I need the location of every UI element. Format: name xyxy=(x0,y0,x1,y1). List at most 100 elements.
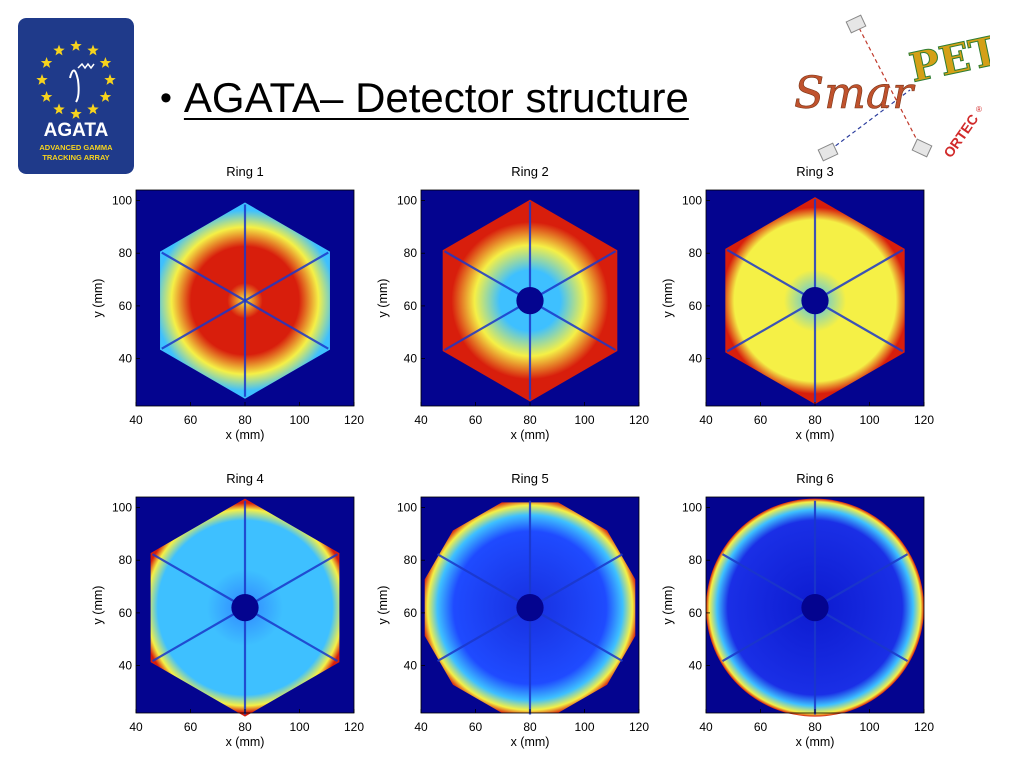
detector-icon xyxy=(845,14,867,34)
y-tick-label: 100 xyxy=(397,194,417,208)
agata-logo-background xyxy=(18,18,134,174)
y-tick-label: 60 xyxy=(689,606,703,620)
ortec-registered-mark: ® xyxy=(976,105,982,114)
segment-boundary-line xyxy=(726,248,816,302)
smartpet-word2: PET xyxy=(905,27,990,92)
heatmap-ring-6: Ring 6 40 60 80 100 120 100 80 60 40 x (mm) y (mm) xyxy=(658,467,948,757)
x-tick-label: 100 xyxy=(859,720,879,734)
x-tick-label: 60 xyxy=(184,720,198,734)
x-tick-label: 40 xyxy=(129,413,143,427)
chart-title: Ring 6 xyxy=(796,471,834,486)
core-hole xyxy=(516,287,544,315)
y-tick-label: 40 xyxy=(689,352,703,366)
y-tick-label: 60 xyxy=(404,606,418,620)
chart-title: Ring 1 xyxy=(226,164,264,179)
x-tick-label: 40 xyxy=(129,720,143,734)
gamma-wave-icon xyxy=(77,62,95,70)
segment-boundary-line xyxy=(814,553,909,609)
star-icon xyxy=(40,91,53,102)
y-tick-label: 40 xyxy=(119,352,133,366)
segment-boundary-line xyxy=(529,299,617,351)
y-tick-label: 40 xyxy=(689,659,703,673)
x-tick-label: 60 xyxy=(754,720,768,734)
x-axis-label: x (mm) xyxy=(226,428,265,442)
y-tick-label: 60 xyxy=(119,299,133,313)
x-tick-label: 40 xyxy=(699,720,713,734)
y-tick-label: 40 xyxy=(404,659,418,673)
segment-boundary-line xyxy=(151,606,246,662)
segment-boundary-line xyxy=(436,553,531,609)
chart-title: Ring 2 xyxy=(511,164,549,179)
detector-icon xyxy=(911,138,933,158)
heatmap-ring-6-svg: Ring 6 40 60 80 100 120 100 80 60 40 x (mm) y (mm) xyxy=(661,471,934,749)
star-icon xyxy=(36,74,48,85)
star-icon xyxy=(99,57,112,68)
y-tick-label: 60 xyxy=(404,299,418,313)
x-tick-label: 80 xyxy=(238,413,252,427)
gamma-track-icon xyxy=(69,69,80,103)
slide-title-row: • AGATA– Detector structure xyxy=(160,68,689,128)
segment-boundary-line xyxy=(721,606,816,662)
segment-boundary-line xyxy=(814,299,904,353)
segment-boundary-line xyxy=(161,251,246,302)
segment-boundary-line xyxy=(529,553,624,609)
y-tick-label: 40 xyxy=(404,352,418,366)
y-tick-label: 40 xyxy=(119,659,133,673)
ortec-brand: ORTEC xyxy=(940,111,981,160)
chart-title: Ring 3 xyxy=(796,164,834,179)
gamma-ray-line-red xyxy=(855,21,921,147)
x-tick-label: 120 xyxy=(344,413,364,427)
agata-logo-name: AGATA xyxy=(44,120,109,141)
y-tick-label: 100 xyxy=(682,501,702,515)
y-axis-label: y (mm) xyxy=(91,279,105,318)
x-tick-label: 80 xyxy=(808,720,822,734)
segment-boundary-line xyxy=(814,248,904,302)
y-axis-label: y (mm) xyxy=(91,586,105,625)
heatmap-ring-4: Ring 4 40 60 80 100 120 100 80 60 40 x (mm) y (mm) xyxy=(88,467,378,757)
y-tick-label: 80 xyxy=(119,246,133,260)
eu-stars-icon xyxy=(36,40,116,119)
x-tick-label: 120 xyxy=(914,413,934,427)
x-tick-label: 120 xyxy=(344,720,364,734)
x-tick-label: 100 xyxy=(574,413,594,427)
x-tick-label: 80 xyxy=(238,720,252,734)
segment-boundary-line xyxy=(244,606,339,662)
x-axis-label: x (mm) xyxy=(796,428,835,442)
heatmap-ring-3-svg: Ring 3 40 60 80 100 120 100 80 60 40 x (mm) y (mm) xyxy=(661,164,934,442)
agata-logo: AGATA ADVANCED GAMMA TRACKING ARRAY xyxy=(18,18,134,174)
segment-boundary-line xyxy=(244,299,329,350)
segment-boundary-line xyxy=(443,250,531,302)
gamma-ray-line-blue xyxy=(829,89,911,151)
x-tick-label: 60 xyxy=(469,720,483,734)
agata-logo-line2: TRACKING ARRAY xyxy=(42,153,109,162)
bullet-icon: • xyxy=(160,79,172,117)
heatmap-ring-2-svg: Ring 2 40 60 80 100 120 100 80 60 40 x (mm) y (mm) xyxy=(376,164,649,442)
x-tick-label: 60 xyxy=(469,413,483,427)
y-tick-label: 80 xyxy=(689,553,703,567)
segment-boundary-line xyxy=(814,606,909,662)
x-tick-label: 120 xyxy=(629,720,649,734)
y-tick-label: 100 xyxy=(112,501,132,515)
x-tick-label: 100 xyxy=(289,720,309,734)
y-tick-label: 100 xyxy=(682,194,702,208)
smartpet-word1: Smar xyxy=(794,68,916,119)
core-hole xyxy=(516,594,544,622)
y-tick-label: 60 xyxy=(119,606,133,620)
y-tick-label: 80 xyxy=(689,246,703,260)
y-tick-label: 100 xyxy=(397,501,417,515)
y-tick-label: 60 xyxy=(689,299,703,313)
heatmap-ring-5-svg: Ring 5 40 60 80 100 120 100 80 60 40 x (mm) y (mm) xyxy=(376,471,649,749)
agata-logo-line1: ADVANCED GAMMA xyxy=(39,143,113,152)
x-tick-label: 120 xyxy=(629,413,649,427)
segment-boundary-line xyxy=(443,299,531,351)
detector-icon xyxy=(817,142,839,162)
heatmap-ring-3: Ring 3 40 60 80 100 120 100 80 60 40 x (mm) y (mm) xyxy=(658,160,948,450)
star-icon xyxy=(87,103,99,115)
x-tick-label: 100 xyxy=(574,720,594,734)
x-tick-label: 60 xyxy=(184,413,198,427)
x-tick-label: 120 xyxy=(914,720,934,734)
segment-boundary-line xyxy=(244,553,339,609)
x-axis-label: x (mm) xyxy=(796,735,835,749)
x-axis-label: x (mm) xyxy=(511,428,550,442)
star-icon xyxy=(70,40,82,51)
